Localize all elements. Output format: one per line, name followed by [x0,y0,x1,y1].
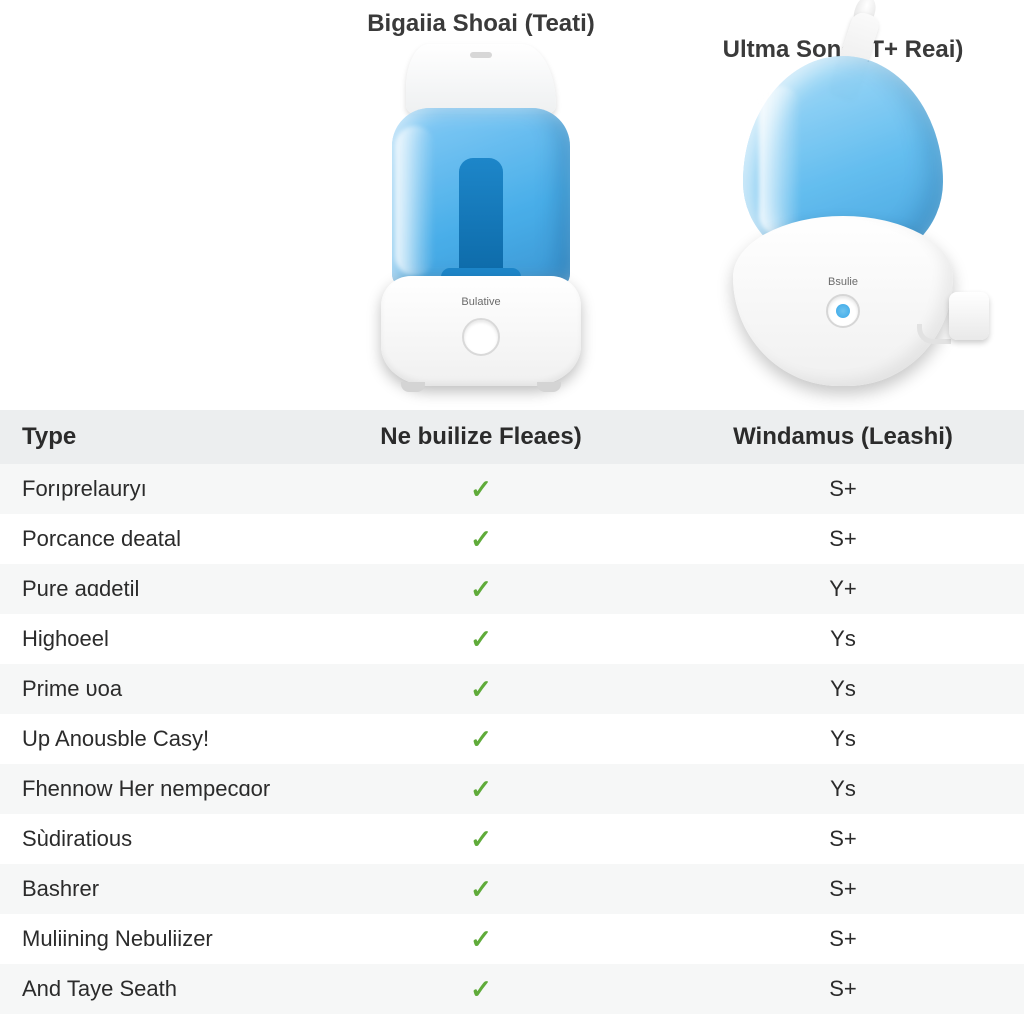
check-icon: ✓ [470,924,492,954]
feet-icon [391,380,571,392]
header-label: Type [0,423,300,451]
row-label: Pure aɑdetil [0,576,300,602]
check-icon: ✓ [470,874,492,904]
adapter-icon [949,292,989,340]
row-label: Sùdiratious [0,826,300,852]
check-icon: ✓ [470,574,492,604]
row-label: Highoeel [0,626,300,652]
dial-icon [462,318,500,356]
tank-highlight-icon [395,126,435,276]
header-spacer [0,0,300,410]
table-row: Highoeel ✓ Ys [0,614,1024,664]
table-row: Forıprelauryı ✓ S+ [0,464,1024,514]
power-button-icon [826,294,860,328]
humidifier-cap-icon [406,44,556,114]
product-1-title: Bigaiia Shoai (Teati) [367,10,595,38]
row-col-2: S+ [662,926,1024,952]
product-1-brand: Bulative [461,296,500,308]
table-row: Sùdiratious ✓ S+ [0,814,1024,864]
check-icon: ✓ [470,724,492,754]
row-col-2: S+ [662,526,1024,552]
header-col-1: Ne builize Fleaes) [300,423,662,451]
row-col-2: S+ [662,876,1024,902]
row-col-2: Ys [662,626,1024,652]
table-row: Bashrer ✓ S+ [0,864,1024,914]
row-label: Muliining Nebuliizer [0,926,300,952]
row-col-2: Y+ [662,576,1024,602]
check-icon: ✓ [470,974,492,1004]
row-label: Prime ᴜoa [0,676,300,702]
row-label: Bashrer [0,876,300,902]
product-2-brand: Bsulie [828,276,858,288]
table-row: Prime ᴜoa ✓ Ys [0,664,1024,714]
product-1-image: Bulative [331,46,631,386]
row-col-2: S+ [662,476,1024,502]
row-col-2: S+ [662,826,1024,852]
row-col-1: ✓ [300,624,662,655]
humidifier-core-icon [459,158,503,278]
row-col-2: Ys [662,776,1024,802]
comparison-page: Bigaiia Shoai (Teati) Bulative Ultma Son… [0,0,1024,1024]
product-col-2: Ultma Sone (T+ Reai) Bsulie [662,0,1024,410]
row-col-1: ✓ [300,724,662,755]
table-row: Porcance deatal ✓ S+ [0,514,1024,564]
row-col-2: S+ [662,976,1024,1002]
row-col-1: ✓ [300,524,662,555]
product-col-1: Bigaiia Shoai (Teati) Bulative [300,0,662,410]
plug-icon [925,282,995,352]
row-col-1: ✓ [300,924,662,955]
check-icon: ✓ [470,824,492,854]
check-icon: ✓ [470,674,492,704]
check-icon: ✓ [470,524,492,554]
row-col-1: ✓ [300,474,662,505]
product-2-image: Bsulie [693,72,993,386]
table-row: Pure aɑdetil ✓ Y+ [0,564,1024,614]
row-label: Fhennow Her nempecɑor [0,776,300,802]
row-label: Porcance deatal [0,526,300,552]
row-col-1: ✓ [300,674,662,705]
row-col-2: Ys [662,726,1024,752]
row-label: Up Anousble Casy! [0,726,300,752]
table-row: And Taye Seath ✓ S+ [0,964,1024,1014]
row-col-1: ✓ [300,824,662,855]
row-label: Forıprelauryı [0,476,300,502]
row-col-1: ✓ [300,974,662,1005]
row-col-1: ✓ [300,574,662,605]
header-col-2: Windamus (Leashi) [662,423,1024,451]
product-header-row: Bigaiia Shoai (Teati) Bulative Ultma Son… [0,0,1024,410]
comparison-table: Type Ne builize Fleaes) Windamus (Leashi… [0,410,1024,1024]
table-row: Muliining Nebuliizer ✓ S+ [0,914,1024,964]
row-col-2: Ys [662,676,1024,702]
row-col-1: ✓ [300,774,662,805]
row-col-1: ✓ [300,874,662,905]
check-icon: ✓ [470,774,492,804]
check-icon: ✓ [470,474,492,504]
table-body: Forıprelauryı ✓ S+ Porcance deatal ✓ S+ Pure a… [0,464,1024,1014]
row-label: And Taye Seath [0,976,300,1002]
dome-highlight-icon [759,86,801,236]
table-header-row: Type Ne builize Fleaes) Windamus (Leashi… [0,410,1024,464]
table-row: Fhennow Her nempecɑor ✓ Ys [0,764,1024,814]
check-icon: ✓ [470,624,492,654]
table-row: Up Anousble Casy! ✓ Ys [0,714,1024,764]
